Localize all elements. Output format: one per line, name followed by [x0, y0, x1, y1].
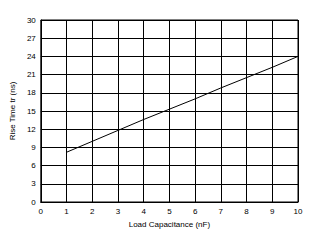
svg-text:15: 15: [27, 107, 36, 116]
svg-text:10: 10: [294, 207, 303, 216]
svg-text:4: 4: [141, 207, 146, 216]
svg-text:9: 9: [270, 207, 275, 216]
svg-text:3: 3: [31, 179, 36, 188]
svg-text:0: 0: [39, 207, 44, 216]
svg-text:2: 2: [90, 207, 95, 216]
svg-text:9: 9: [31, 143, 36, 152]
svg-text:0: 0: [31, 198, 36, 207]
svg-text:6: 6: [193, 207, 198, 216]
svg-text:30: 30: [27, 16, 36, 25]
svg-text:3: 3: [116, 207, 121, 216]
svg-text:7: 7: [219, 207, 224, 216]
svg-text:8: 8: [244, 207, 249, 216]
svg-text:18: 18: [27, 88, 36, 97]
svg-text:1: 1: [64, 207, 69, 216]
svg-text:6: 6: [31, 161, 36, 170]
svg-text:27: 27: [27, 34, 36, 43]
svg-text:24: 24: [27, 52, 36, 61]
svg-text:Rise Time tr (ns): Rise Time tr (ns): [8, 81, 17, 140]
svg-text:21: 21: [27, 70, 36, 79]
svg-text:Load Capacitance (nF): Load Capacitance (nF): [129, 220, 211, 229]
svg-text:5: 5: [167, 207, 172, 216]
svg-text:12: 12: [27, 125, 36, 134]
